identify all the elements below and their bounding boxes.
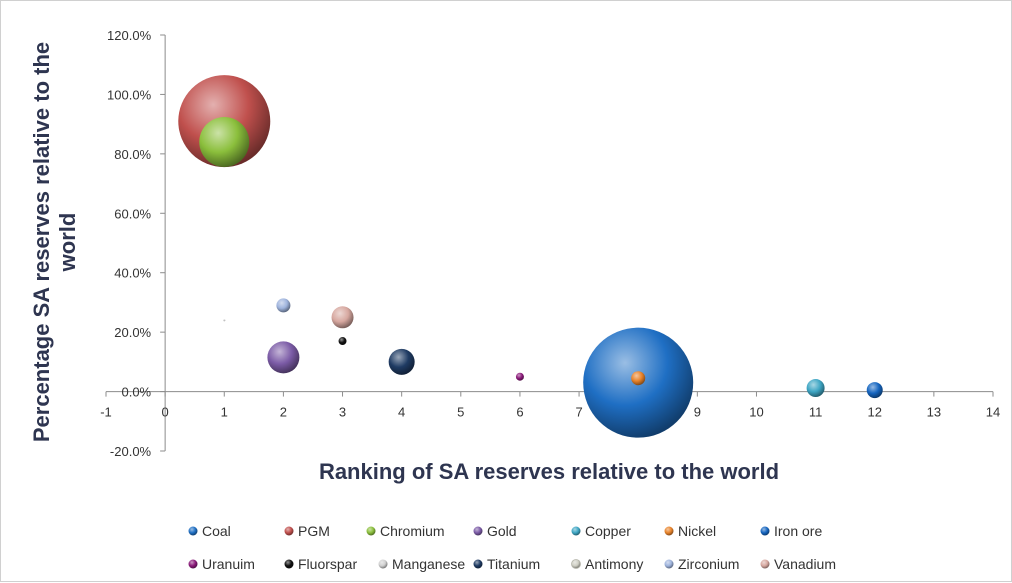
legend-marker <box>284 526 294 536</box>
bubble-vanadium <box>331 306 354 329</box>
bubble-nickel <box>631 371 646 386</box>
y-tick-label: 80.0% <box>114 147 151 162</box>
x-tick-label: 0 <box>162 405 169 420</box>
y-tick-label: 0.0% <box>121 385 151 400</box>
legend-label: Antimony <box>585 556 643 572</box>
bubble-titanium <box>388 348 415 375</box>
legend-marker <box>664 559 674 569</box>
legend-marker <box>473 559 483 569</box>
legend-marker <box>571 526 581 536</box>
legend-marker <box>188 526 198 536</box>
legend-label: Gold <box>487 523 517 539</box>
axes <box>106 35 993 451</box>
x-tick-label: 6 <box>516 405 523 420</box>
legend-label: Copper <box>585 523 631 539</box>
legend-marker <box>284 559 294 569</box>
legend-label: PGM <box>298 523 330 539</box>
bubble-fluorspar <box>338 337 347 346</box>
y-tick-label: 100.0% <box>107 87 152 102</box>
legend: Coal PGM Chromium Gold Copper Nickel Iron ore U… <box>188 523 836 572</box>
legend-label: Nickel <box>678 523 716 539</box>
x-tick-label: 2 <box>280 405 287 420</box>
y-axis-ticks: -20.0% 0.0% 20.0% 40.0% 60.0% 80.0% 100.0% 120.… <box>107 28 166 459</box>
legend-label: Iron ore <box>774 523 822 539</box>
x-axis-title: Ranking of SA reserves relative to the w… <box>319 459 779 484</box>
x-tick-label: 3 <box>339 405 346 420</box>
legend-marker <box>571 559 581 569</box>
y-tick-label: 60.0% <box>114 206 151 221</box>
x-tick-label: 11 <box>809 405 823 420</box>
legend-marker <box>664 526 674 536</box>
x-axis-ticks: -101234567891011121314 <box>100 391 1000 420</box>
x-tick-label: 12 <box>867 405 881 420</box>
bubble-gold <box>267 341 300 374</box>
legend-marker <box>378 559 388 569</box>
x-tick-label: 1 <box>221 405 228 420</box>
bubble-manganese <box>223 319 226 322</box>
y-tick-label: 120.0% <box>107 28 152 43</box>
legend-marker <box>366 526 376 536</box>
x-tick-label: 4 <box>398 405 405 420</box>
bubble-zirconium <box>276 298 291 313</box>
y-tick-label: 20.0% <box>114 325 151 340</box>
x-tick-label: 14 <box>986 405 1000 420</box>
legend-label: Titanium <box>487 556 540 572</box>
legend-label: Manganese <box>392 556 465 572</box>
x-tick-label: 5 <box>457 405 464 420</box>
legend-marker <box>473 526 483 536</box>
legend-label: Uranuim <box>202 556 255 572</box>
bubble-copper <box>806 379 825 398</box>
x-tick-label: 7 <box>575 405 582 420</box>
bubble-iron-ore <box>866 382 883 399</box>
y-axis-title: Percentage SA reserves relative to thewo… <box>29 42 80 442</box>
y-axis-title-line: Percentage SA reserves relative to the <box>29 42 54 442</box>
bubbles <box>178 75 883 438</box>
y-axis-title-line: world <box>55 213 80 273</box>
legend-marker <box>760 559 770 569</box>
x-tick-label: 9 <box>694 405 701 420</box>
legend-label: Fluorspar <box>298 556 357 572</box>
legend-label: Vanadium <box>774 556 836 572</box>
y-tick-label: -20.0% <box>110 444 152 459</box>
bubble-chromium <box>199 116 250 167</box>
legend-label: Coal <box>202 523 231 539</box>
legend-marker <box>760 526 770 536</box>
legend-label: Chromium <box>380 523 445 539</box>
x-tick-label: 10 <box>749 405 763 420</box>
legend-label: Zirconium <box>678 556 739 572</box>
legend-marker <box>188 559 198 569</box>
bubble-uranuim <box>515 372 524 381</box>
y-tick-label: 40.0% <box>114 266 151 281</box>
x-tick-label: -1 <box>100 405 112 420</box>
x-tick-label: 13 <box>927 405 941 420</box>
